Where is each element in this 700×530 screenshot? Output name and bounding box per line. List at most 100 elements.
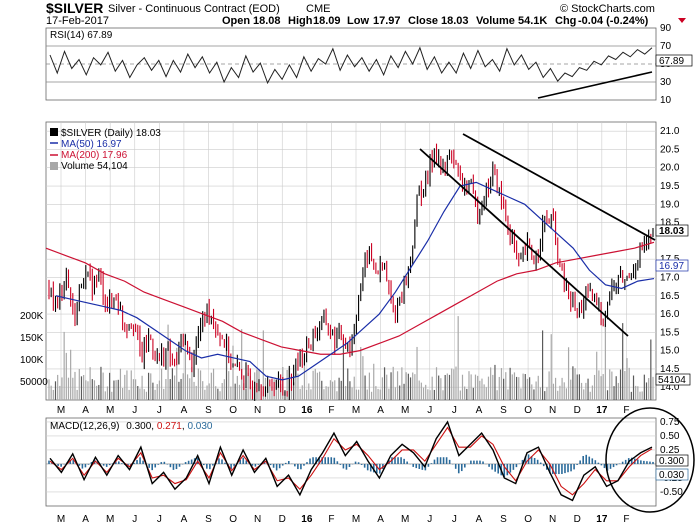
price-tick-label: 20.0 — [660, 163, 680, 174]
volume-tick-label: 50000 — [20, 377, 48, 388]
price-month-label: N — [549, 405, 556, 416]
macd-month-label: A — [476, 514, 483, 525]
price-month-label: 17 — [596, 405, 608, 416]
price-legend: $SILVER (Daily) 18.03 — [61, 128, 161, 139]
price-month-label: O — [524, 405, 532, 416]
ma50-value-tag — [655, 259, 689, 272]
price-month-label: O — [229, 405, 237, 416]
volume-tick-label: 200K — [20, 311, 44, 322]
macd-legend-signal-value: 0.271 — [157, 421, 182, 432]
chart-watermark: © StockCharts.com — [560, 3, 655, 15]
volume-value-label: 54104 — [658, 375, 686, 386]
price-month-label: M — [352, 405, 360, 416]
rsi-tick-label: 30 — [660, 77, 672, 88]
down-arrow-icon — [678, 18, 686, 23]
price-month-label: J — [427, 405, 432, 416]
macd-legend-hist-value: 0.030 — [187, 421, 212, 432]
price-month-label: F — [328, 405, 334, 416]
lower-trendline — [419, 148, 629, 337]
price-month-label: J — [132, 405, 137, 416]
price-tick-label: 20.5 — [660, 144, 680, 155]
price-month-label: S — [500, 405, 507, 416]
macd-month-label: M — [352, 514, 360, 525]
macd-legend: MACD(12,26,9) 0.300, 0.271, 0.030 — [50, 421, 213, 432]
macd-month-label: A — [82, 514, 89, 525]
ohlc-summary: Open 18.08 High 18.09 Low 17.97 Close 18… — [222, 15, 649, 27]
open-value: 18.08 — [253, 15, 281, 27]
close-value-label: 18.03 — [659, 226, 684, 237]
price-tick-label: 14.0 — [660, 382, 680, 393]
volume-label: Volume — [476, 15, 515, 27]
macd-month-label: J — [427, 514, 432, 525]
price-month-label: A — [476, 405, 483, 416]
close-value: 18.03 — [441, 15, 469, 27]
rsi-tick-label: 90 — [660, 23, 672, 34]
macd-signal-line — [49, 426, 653, 496]
macd-month-label: M — [106, 514, 114, 525]
price-month-label: A — [82, 405, 89, 416]
rsi-value-tag — [655, 54, 693, 67]
price-tick-label: 19.5 — [660, 181, 680, 192]
price-month-label: A — [181, 405, 188, 416]
chart-exchange: CME — [306, 3, 330, 15]
high-label: High — [288, 15, 313, 27]
price-tick-label: 18.5 — [660, 218, 680, 229]
volume-legend: Volume 54,104 — [61, 161, 128, 172]
price-month-label: 16 — [301, 405, 313, 416]
macd-tick-label: 0.75 — [660, 417, 680, 428]
chg-value: -0.04 (-0.24%) — [578, 15, 649, 27]
rsi-legend: RSI(14) 67.89 — [50, 30, 113, 41]
hist-value-label: 0.030 — [659, 470, 684, 481]
price-legend-swatch — [50, 128, 58, 136]
price-tick-label: 16.0 — [660, 309, 680, 320]
volume-value-tag — [655, 373, 691, 386]
macd-panel: 0.750.500.25-0.25-0.50 MACD(12,26,9) 0.3… — [45, 407, 695, 513]
macd-month-label: J — [157, 514, 162, 525]
price-tick-label: 15.5 — [660, 327, 680, 338]
macd-legend-title: MACD(12,26,9) — [50, 421, 119, 432]
macd-month-label: 16 — [301, 514, 313, 525]
macd-legend-sep-2: , — [182, 421, 188, 432]
ma50-legend: MA(50) 16.97 — [61, 139, 122, 150]
macd-legend-macd-value: 0.300 — [126, 421, 151, 432]
price-panel: 21.020.520.019.519.018.517.517.016.516.0… — [20, 121, 691, 401]
macd-month-label: J — [132, 514, 137, 525]
macd-month-label: N — [549, 514, 556, 525]
volume-tick-label: 100K — [20, 355, 44, 366]
close-label: Close — [408, 15, 438, 27]
low-value: 17.97 — [373, 15, 401, 27]
price-month-label: D — [279, 405, 286, 416]
macd-legend-sep-1: , — [151, 421, 157, 432]
ma50-value-label: 16.97 — [659, 261, 684, 272]
chg-label: Chg — [555, 15, 576, 27]
macd-month-label: N — [254, 514, 261, 525]
macd-month-label: O — [524, 514, 532, 525]
rsi-support-trendline — [537, 71, 653, 99]
volume-tick-label: 150K — [20, 333, 44, 344]
rsi-line — [49, 46, 653, 85]
macd-tick-label: 0.50 — [660, 431, 680, 442]
hist-value-tag — [655, 468, 689, 481]
macd-month-label: F — [328, 514, 334, 525]
macd-month-label: F — [623, 514, 629, 525]
macd-month-label: M — [57, 514, 65, 525]
upper-trendline — [462, 133, 656, 241]
chart-date: 17-Feb-2017 — [46, 15, 109, 27]
price-tick-label: 15.0 — [660, 346, 680, 357]
macd-month-label: D — [574, 514, 581, 525]
price-month-label: M — [57, 405, 65, 416]
price-month-label: M — [401, 405, 409, 416]
high-value: 18.09 — [313, 15, 341, 27]
price-tick-label: 21.0 — [660, 126, 680, 137]
price-month-label: F — [623, 405, 629, 416]
ma200-line — [45, 241, 655, 355]
macd-tick-label: -0.50 — [660, 487, 683, 498]
macd-month-label: M — [401, 514, 409, 525]
chart-ticker: $SILVER — [46, 0, 103, 16]
rsi-tick-label: 70 — [660, 41, 672, 52]
macd-month-label: A — [377, 514, 384, 525]
chart-description: Silver - Continuous Contract (EOD) — [108, 3, 280, 15]
macd-value-label: 0.300 — [659, 456, 684, 467]
price-month-label: S — [205, 405, 212, 416]
low-label: Low — [347, 15, 369, 27]
